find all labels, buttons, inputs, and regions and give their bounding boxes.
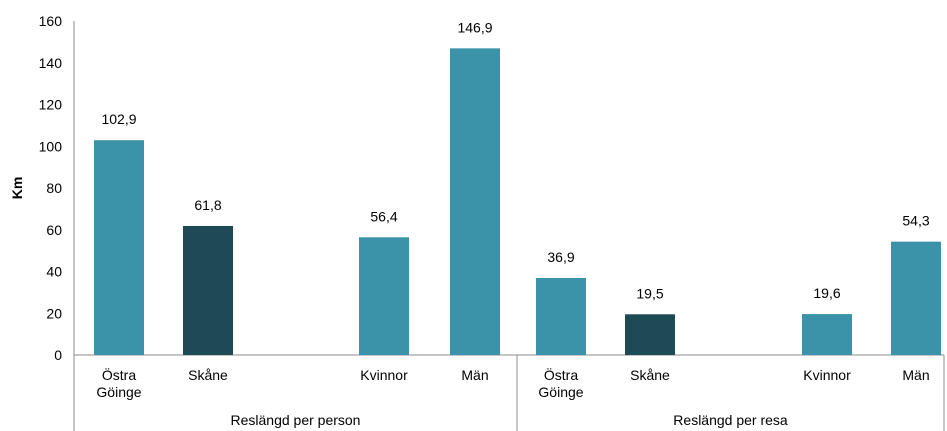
data-label: 19,5 bbox=[636, 285, 663, 301]
data-labels: 102,9 61,8 56,4 146,9 36,9 19,5 19,6 54,3 bbox=[101, 19, 929, 301]
bar bbox=[625, 314, 675, 355]
y-tick-label: 0 bbox=[54, 347, 62, 363]
y-tick-label: 60 bbox=[46, 222, 62, 238]
category-label: Skåne bbox=[630, 367, 670, 383]
y-tick-label: 120 bbox=[39, 97, 63, 113]
data-label: 102,9 bbox=[101, 111, 136, 127]
category-label: Östra bbox=[544, 366, 578, 383]
y-tick-label: 80 bbox=[46, 180, 62, 196]
bar bbox=[450, 48, 500, 355]
bar bbox=[94, 140, 144, 355]
data-label: 146,9 bbox=[457, 19, 492, 35]
y-tick-label: 140 bbox=[39, 55, 63, 71]
bar bbox=[183, 225, 233, 355]
y-tick-label: 100 bbox=[39, 138, 63, 154]
category-label: Göinge bbox=[96, 384, 141, 400]
category-label: Män bbox=[461, 367, 488, 383]
category-label: Göinge bbox=[538, 384, 583, 400]
data-label: 54,3 bbox=[902, 213, 929, 229]
category-label: Skåne bbox=[188, 367, 228, 383]
bar bbox=[802, 314, 852, 355]
data-label: 56,4 bbox=[370, 208, 397, 224]
category-label: Kvinnor bbox=[360, 367, 408, 383]
category-label: Män bbox=[902, 367, 929, 383]
group-labels: Reslängd per person Reslängd per resa bbox=[231, 412, 788, 428]
data-label: 61,8 bbox=[194, 197, 221, 213]
bar bbox=[536, 277, 586, 355]
y-axis-label: Km bbox=[9, 177, 25, 200]
bar bbox=[359, 237, 409, 355]
y-tick-label: 160 bbox=[39, 13, 63, 29]
group-label: Reslängd per person bbox=[231, 412, 361, 428]
group-label: Reslängd per resa bbox=[673, 412, 788, 428]
y-tick-label: 40 bbox=[46, 264, 62, 280]
data-label: 19,6 bbox=[813, 285, 840, 301]
category-label: Östra bbox=[102, 366, 136, 383]
bars bbox=[94, 48, 941, 355]
y-axis-ticks: 0 20 40 60 80 100 120 140 160 bbox=[39, 13, 63, 363]
data-label: 36,9 bbox=[547, 249, 574, 265]
bar bbox=[891, 241, 941, 355]
y-tick-label: 20 bbox=[46, 305, 62, 321]
category-label: Kvinnor bbox=[803, 367, 851, 383]
